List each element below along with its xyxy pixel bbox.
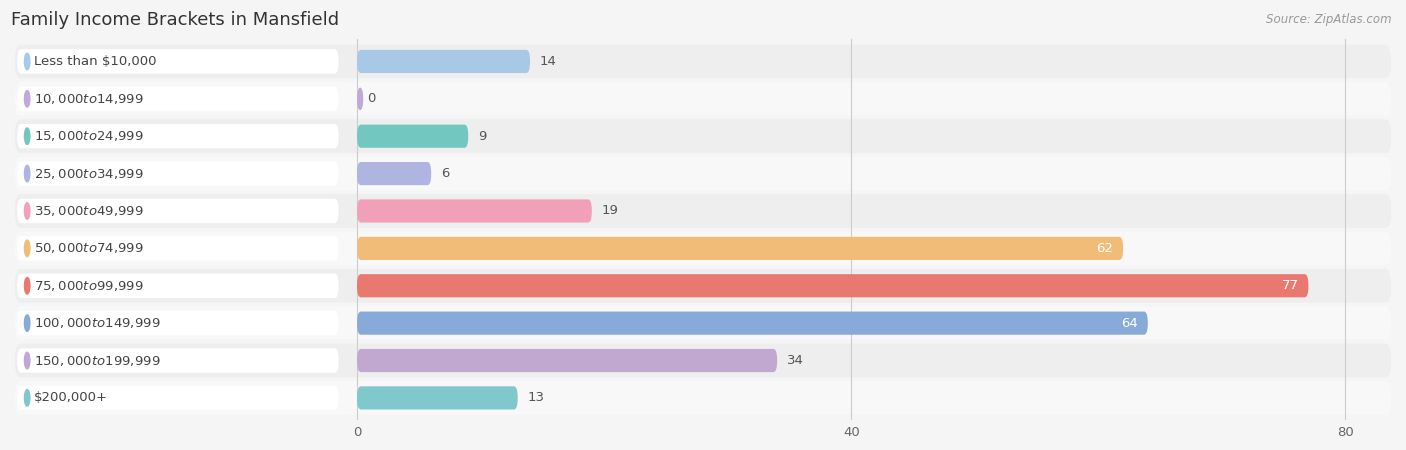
FancyBboxPatch shape bbox=[15, 157, 1391, 190]
Circle shape bbox=[24, 278, 30, 294]
FancyBboxPatch shape bbox=[17, 162, 339, 186]
FancyBboxPatch shape bbox=[15, 269, 1391, 302]
FancyBboxPatch shape bbox=[357, 386, 517, 410]
Text: $200,000+: $200,000+ bbox=[34, 392, 108, 405]
FancyBboxPatch shape bbox=[357, 311, 1147, 335]
FancyBboxPatch shape bbox=[17, 274, 339, 298]
Circle shape bbox=[24, 315, 30, 331]
FancyBboxPatch shape bbox=[17, 311, 339, 335]
FancyBboxPatch shape bbox=[15, 45, 1391, 78]
Text: 13: 13 bbox=[527, 392, 544, 405]
FancyBboxPatch shape bbox=[15, 119, 1391, 153]
Text: 0: 0 bbox=[367, 92, 375, 105]
Text: 62: 62 bbox=[1097, 242, 1114, 255]
Circle shape bbox=[24, 165, 30, 182]
Text: 14: 14 bbox=[540, 55, 557, 68]
Circle shape bbox=[24, 90, 30, 107]
FancyBboxPatch shape bbox=[357, 87, 363, 110]
Text: $25,000 to $34,999: $25,000 to $34,999 bbox=[34, 166, 143, 180]
Circle shape bbox=[24, 53, 30, 70]
Circle shape bbox=[24, 240, 30, 256]
Circle shape bbox=[24, 352, 30, 369]
FancyBboxPatch shape bbox=[357, 50, 530, 73]
Text: 6: 6 bbox=[441, 167, 450, 180]
FancyBboxPatch shape bbox=[17, 124, 339, 148]
Text: 9: 9 bbox=[478, 130, 486, 143]
Text: Less than $10,000: Less than $10,000 bbox=[34, 55, 156, 68]
FancyBboxPatch shape bbox=[357, 199, 592, 223]
Text: $50,000 to $74,999: $50,000 to $74,999 bbox=[34, 241, 143, 255]
Text: $150,000 to $199,999: $150,000 to $199,999 bbox=[34, 354, 160, 368]
FancyBboxPatch shape bbox=[15, 381, 1391, 415]
Text: $35,000 to $49,999: $35,000 to $49,999 bbox=[34, 204, 143, 218]
Circle shape bbox=[24, 390, 30, 406]
FancyBboxPatch shape bbox=[357, 349, 778, 372]
Circle shape bbox=[24, 203, 30, 219]
FancyBboxPatch shape bbox=[357, 274, 1309, 297]
FancyBboxPatch shape bbox=[15, 82, 1391, 116]
Text: 34: 34 bbox=[787, 354, 804, 367]
FancyBboxPatch shape bbox=[17, 49, 339, 74]
Circle shape bbox=[24, 128, 30, 144]
Text: $100,000 to $149,999: $100,000 to $149,999 bbox=[34, 316, 160, 330]
FancyBboxPatch shape bbox=[357, 237, 1123, 260]
Text: $75,000 to $99,999: $75,000 to $99,999 bbox=[34, 279, 143, 293]
Text: 64: 64 bbox=[1121, 317, 1137, 330]
FancyBboxPatch shape bbox=[15, 232, 1391, 265]
FancyBboxPatch shape bbox=[15, 344, 1391, 378]
Text: Source: ZipAtlas.com: Source: ZipAtlas.com bbox=[1267, 14, 1392, 27]
FancyBboxPatch shape bbox=[17, 348, 339, 373]
FancyBboxPatch shape bbox=[17, 199, 339, 223]
Text: 19: 19 bbox=[602, 204, 619, 217]
FancyBboxPatch shape bbox=[15, 306, 1391, 340]
FancyBboxPatch shape bbox=[17, 87, 339, 111]
FancyBboxPatch shape bbox=[357, 162, 432, 185]
FancyBboxPatch shape bbox=[17, 386, 339, 410]
FancyBboxPatch shape bbox=[357, 125, 468, 148]
FancyBboxPatch shape bbox=[15, 194, 1391, 228]
Text: $15,000 to $24,999: $15,000 to $24,999 bbox=[34, 129, 143, 143]
Text: 77: 77 bbox=[1281, 279, 1299, 292]
FancyBboxPatch shape bbox=[17, 236, 339, 261]
Text: $10,000 to $14,999: $10,000 to $14,999 bbox=[34, 92, 143, 106]
Text: Family Income Brackets in Mansfield: Family Income Brackets in Mansfield bbox=[11, 11, 339, 29]
